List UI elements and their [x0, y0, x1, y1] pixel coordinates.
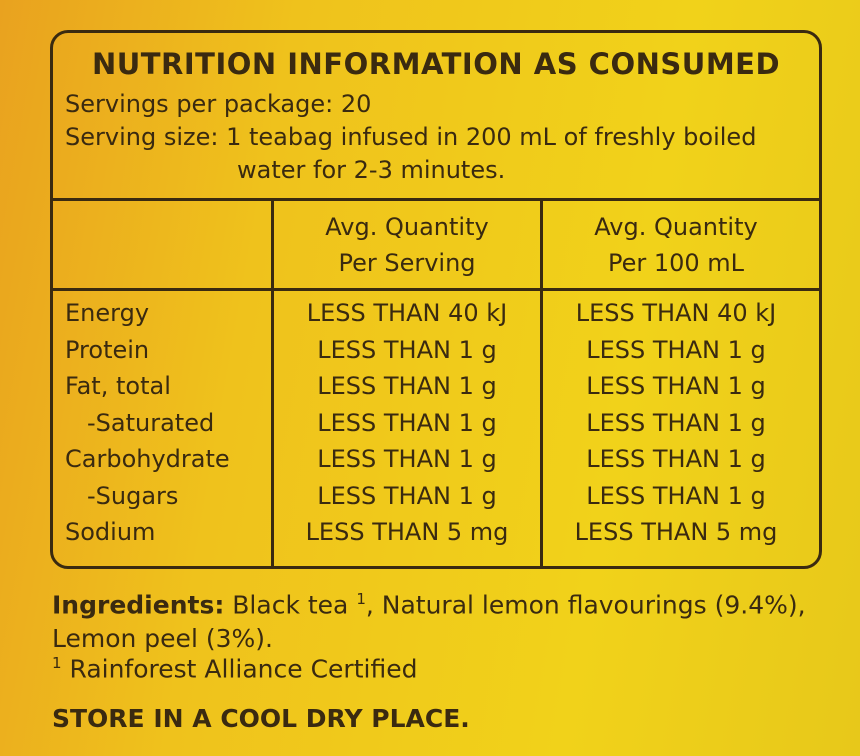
- nutrient-value: LESS THAN 40 kJ: [306, 299, 508, 327]
- nutrient-value: LESS THAN 40 kJ: [575, 299, 777, 327]
- ingredients: Ingredients: Black tea 1, Natural lemon …: [52, 590, 806, 654]
- nutrient-name: Energy: [65, 299, 150, 327]
- nutrient-value: LESS THAN 5 mg: [574, 518, 778, 546]
- footnote: 1 Rainforest Alliance Certified: [52, 654, 418, 684]
- nutrient-name: Protein: [65, 335, 150, 364]
- nutrient-value: LESS THAN 1 g: [586, 335, 766, 364]
- panel-header: NUTRITION INFORMATION AS CONSUMED Servin…: [53, 33, 819, 201]
- nutrient-value: LESS THAN 1 g: [317, 335, 497, 364]
- nutrient-value: LESS THAN 1 g: [586, 445, 766, 473]
- nutrient-value: LESS THAN 5 mg: [305, 518, 509, 546]
- nutrient-value: LESS THAN 1 g: [317, 481, 497, 510]
- nutrient-value: LESS THAN 1 g: [586, 372, 766, 400]
- title: NUTRITION INFORMATION AS CONSUMED: [91, 47, 781, 81]
- nutrient-value: LESS THAN 1 g: [317, 408, 497, 437]
- storage: STORE IN A COOL DRY PLACE.: [52, 704, 470, 733]
- column-header: Avg. Quantity Per Serving: [325, 213, 489, 277]
- nutrient-name: -Saturated: [87, 408, 215, 437]
- servings: Servings per package: 20: [65, 90, 372, 118]
- nutrition-panel: NUTRITION INFORMATION AS CONSUMED Servin…: [50, 30, 822, 569]
- nutrient-name: Carbohydrate: [65, 445, 230, 473]
- nutrient-name: Fat, total: [65, 372, 171, 400]
- column-header: Avg. Quantity Per 100 mL: [594, 213, 758, 277]
- nutrient-value: LESS THAN 1 g: [586, 408, 766, 437]
- serving-size: water for 2-3 minutes.: [237, 156, 506, 184]
- nutrient-name: Sodium: [65, 518, 156, 546]
- nutrient-value: LESS THAN 1 g: [586, 481, 766, 510]
- column-line: [271, 201, 274, 566]
- nutrient-value: LESS THAN 1 g: [317, 372, 497, 400]
- nutrient-value: LESS THAN 1 g: [317, 445, 497, 473]
- column-line: [540, 201, 543, 566]
- serving-size: Serving size: 1 teabag infused in 200 mL…: [65, 123, 757, 151]
- row-line: [53, 288, 819, 291]
- nutrient-name: -Sugars: [87, 481, 179, 510]
